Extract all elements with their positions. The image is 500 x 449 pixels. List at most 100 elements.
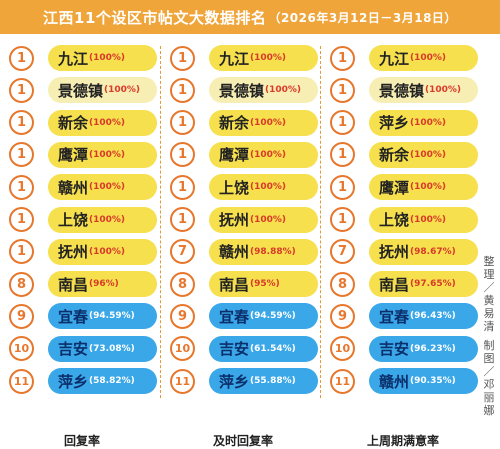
ranking-row: 8 南昌 (95%): [168, 270, 318, 298]
city-name: 九江: [219, 49, 250, 68]
rank-badge: 11: [170, 368, 195, 394]
ranking-columns: 1 九江 (100%) 1 景德镇 (100%) 1 新余 (100%) 1 鹰潭 (100%) 1 赣州…: [0, 40, 478, 448]
city-name: 宜春: [379, 307, 410, 326]
city-pill: 萍乡 (100%): [369, 109, 478, 136]
city-name: 抚州: [379, 243, 410, 262]
ranking-row: 7 抚州 (98.67%): [328, 238, 478, 266]
city-pill: 九江 (100%): [48, 45, 157, 71]
rate-value: (73.08%): [89, 343, 135, 354]
date-range: （2026年3月12日－3月18日）: [268, 10, 457, 25]
city-pill: 南昌 (95%): [209, 271, 318, 298]
rank-badge: 1: [330, 142, 355, 168]
rank-badge: 10: [170, 336, 195, 362]
ranking-row: 1 抚州 (100%): [7, 238, 157, 266]
rank-badge: 1: [9, 239, 34, 265]
rank-badge: 8: [9, 271, 34, 297]
rate-value: (95%): [250, 279, 280, 290]
rate-value: (100%): [250, 182, 287, 193]
city-name: 宜春: [58, 307, 89, 326]
rank-badge: 1: [9, 207, 34, 232]
ranking-row: 11 萍乡 (58.82%): [7, 367, 157, 395]
rate-value: (94.59%): [89, 311, 135, 322]
city-pill: 南昌 (97.65%): [369, 271, 478, 298]
rate-value: (100%): [89, 182, 126, 193]
ranking-row: 1 鹰潭 (100%): [168, 141, 318, 169]
rate-value: (100%): [89, 53, 126, 63]
ranking-row: 10 吉安 (96.23%): [328, 335, 478, 363]
rate-value: (61.54%): [250, 343, 296, 354]
rate-value: (100%): [89, 246, 126, 257]
city-pill: 抚州 (98.67%): [369, 238, 478, 265]
rank-badge: 7: [170, 239, 195, 265]
rank-badge: 1: [170, 45, 195, 71]
rank-badge: 10: [330, 336, 355, 362]
ranking-row: 1 九江 (100%): [168, 44, 318, 72]
title-banner: 江西11个设区市帖文大数据排名 （2026年3月12日－3月18日）: [0, 0, 500, 34]
city-pill: 赣州 (98.88%): [209, 238, 318, 265]
city-name: 赣州: [58, 178, 89, 197]
city-name: 鹰潭: [219, 146, 250, 165]
city-name: 景德镇: [219, 81, 265, 100]
timely-reply-rate-column: 1 九江 (100%) 1 景德镇 (100%) 1 新余 (100%) 1 鹰潭 (100%) 1 上饶…: [168, 40, 318, 429]
rank-badge: 1: [9, 110, 34, 136]
city-pill: 赣州 (100%): [48, 174, 157, 201]
rank-badge: 1: [170, 174, 195, 200]
satisfaction-rate-label: 上周期满意率: [366, 434, 439, 448]
city-pill: 鹰潭 (100%): [369, 174, 478, 201]
rate-value: (96.43%): [410, 311, 456, 322]
ranking-row: 11 赣州 (90.35%): [328, 367, 478, 395]
rate-value: (100%): [250, 214, 287, 225]
city-pill: 九江 (100%): [369, 45, 478, 71]
city-pill: 赣州 (90.35%): [369, 368, 478, 394]
city-pill: 景德镇 (100%): [48, 77, 157, 104]
city-name: 萍乡: [219, 372, 250, 391]
ranking-row: 9 宜春 (94.59%): [168, 302, 318, 330]
city-name: 萍乡: [379, 114, 410, 133]
ranking-row: 1 上饶 (100%): [168, 173, 318, 201]
city-pill: 抚州 (100%): [209, 206, 318, 233]
rate-value: (100%): [89, 149, 126, 160]
city-name: 景德镇: [58, 81, 104, 100]
rate-value: (100%): [250, 53, 287, 63]
city-name: 新余: [219, 114, 250, 133]
rate-value: (100%): [89, 214, 126, 225]
timely-reply-rate-label: 及时回复率: [212, 434, 273, 448]
city-name: 上饶: [58, 211, 89, 229]
rate-value: (97.65%): [410, 279, 456, 290]
city-name: 九江: [58, 49, 89, 68]
city-name: 吉安: [379, 340, 410, 359]
city-pill: 新余 (100%): [369, 141, 478, 168]
rank-badge: 1: [9, 174, 34, 200]
ranking-row: 1 九江 (100%): [328, 44, 478, 72]
rank-badge: 8: [170, 271, 195, 297]
city-pill: 景德镇 (100%): [209, 77, 318, 104]
city-pill: 南昌 (96%): [48, 271, 157, 298]
designer-credit: 制图／邓丽娜: [483, 339, 495, 417]
city-name: 吉安: [219, 340, 250, 359]
rank-badge: 9: [170, 303, 195, 329]
ranking-row: 1 景德镇 (100%): [328, 76, 478, 104]
rank-badge: 9: [9, 303, 34, 329]
city-pill: 九江 (100%): [209, 45, 318, 71]
city-name: 九江: [379, 49, 410, 68]
rank-badge: 7: [330, 239, 355, 265]
city-pill: 上饶 (100%): [369, 206, 478, 233]
page-title: 江西11个设区市帖文大数据排名: [43, 8, 267, 27]
column-divider: [320, 46, 321, 398]
rank-badge: 1: [170, 207, 195, 232]
rank-badge: 1: [330, 45, 355, 71]
rank-badge: 1: [330, 207, 355, 232]
rank-badge: 1: [330, 174, 355, 200]
rank-badge: 1: [9, 77, 34, 103]
rank-badge: 8: [330, 271, 355, 297]
ranking-row: 7 赣州 (98.88%): [168, 238, 318, 266]
city-name: 新余: [379, 146, 410, 165]
rank-badge: 1: [170, 142, 195, 168]
rate-value: (100%): [410, 149, 447, 160]
city-pill: 吉安 (73.08%): [48, 335, 157, 362]
rank-badge: 1: [9, 45, 34, 71]
ranking-row: 1 新余 (100%): [168, 109, 318, 137]
rate-value: (100%): [265, 85, 302, 96]
ranking-row: 1 景德镇 (100%): [7, 76, 157, 104]
city-pill: 宜春 (96.43%): [369, 303, 478, 330]
